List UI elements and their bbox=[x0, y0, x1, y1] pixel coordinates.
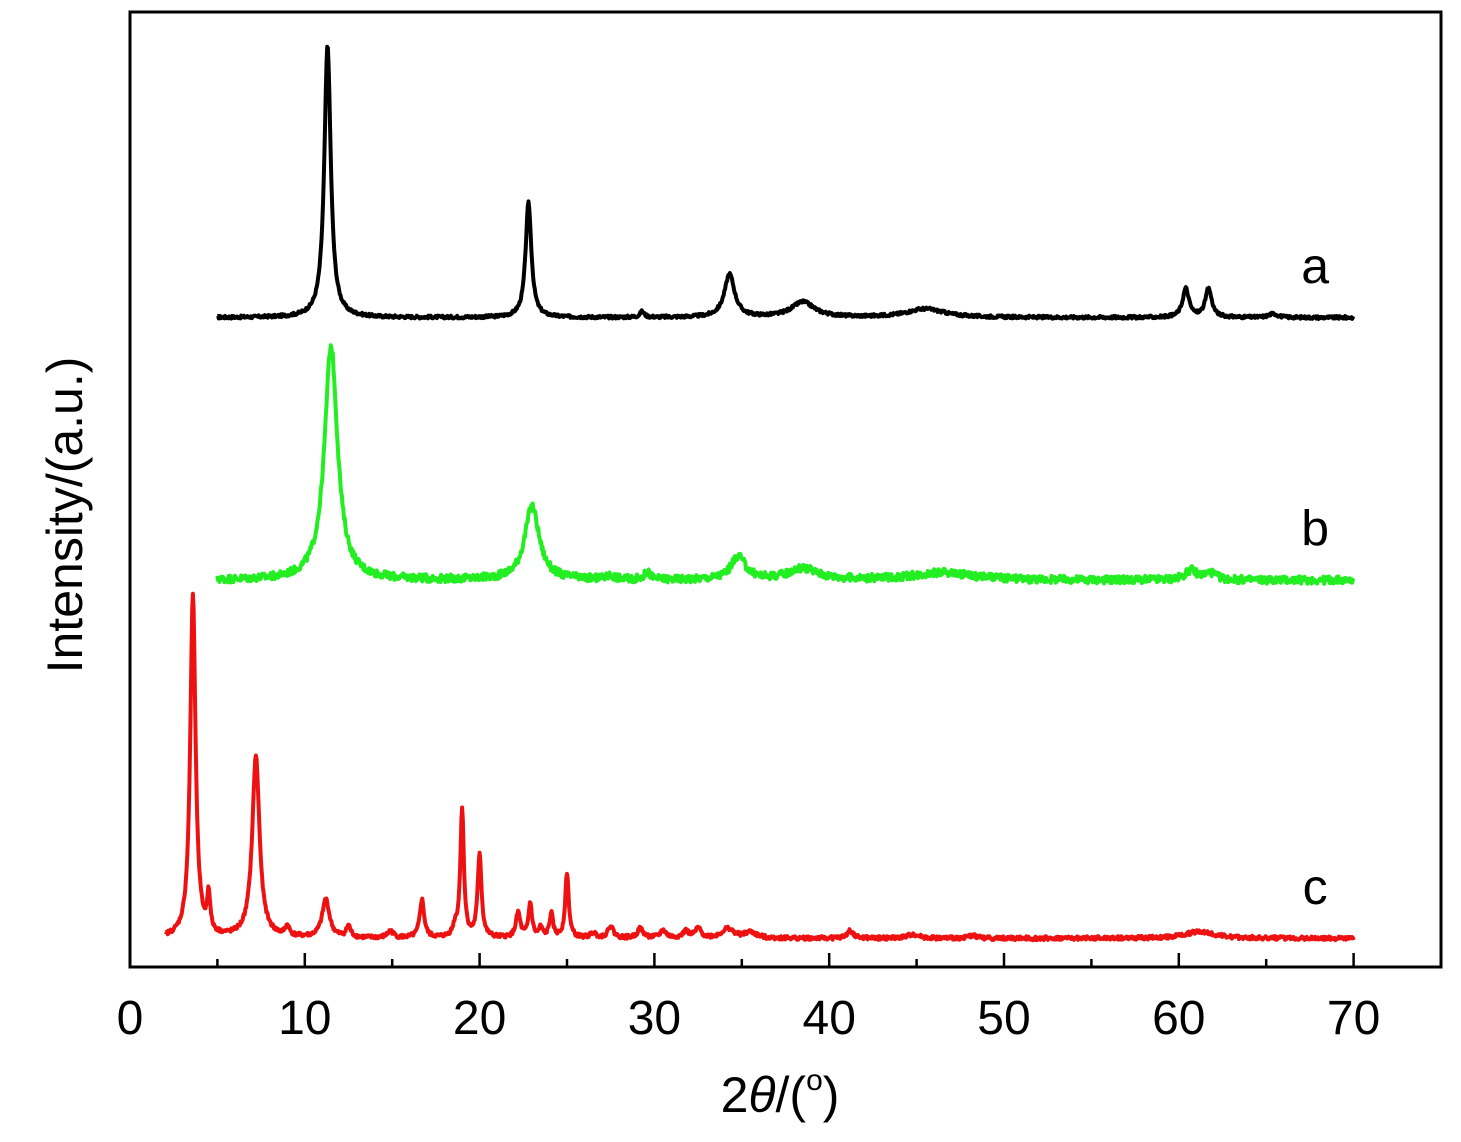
x-tick-label: 60 bbox=[1152, 992, 1205, 1045]
series-line-a bbox=[216, 44, 1356, 321]
series-layer bbox=[163, 44, 1356, 943]
x-tick-label: 0 bbox=[117, 992, 144, 1045]
x-tick-label: 10 bbox=[278, 992, 331, 1045]
series-line-b bbox=[215, 343, 1356, 586]
x-tick-label: 20 bbox=[453, 992, 506, 1045]
x-axis-label: 2θ/(o) bbox=[721, 1064, 840, 1123]
x-tick-label: 40 bbox=[803, 992, 856, 1045]
x-axis-ticks bbox=[128, 953, 1443, 967]
x-tick-label: 50 bbox=[977, 992, 1030, 1045]
series-label-a: a bbox=[1301, 238, 1329, 294]
x-tick-label: 30 bbox=[628, 992, 681, 1045]
y-axis-label: Intensity/(a.u.) bbox=[37, 357, 93, 674]
plot-frame bbox=[128, 10, 1443, 969]
x-tick-label: 70 bbox=[1327, 992, 1380, 1045]
x-axis-tick-labels: 0 10 20 30 40 50 60 70 bbox=[117, 992, 1381, 1045]
series-label-c: c bbox=[1303, 859, 1328, 915]
series-line-c bbox=[163, 591, 1356, 943]
series-label-b: b bbox=[1301, 501, 1329, 557]
series-labels: a b c bbox=[1301, 238, 1329, 915]
